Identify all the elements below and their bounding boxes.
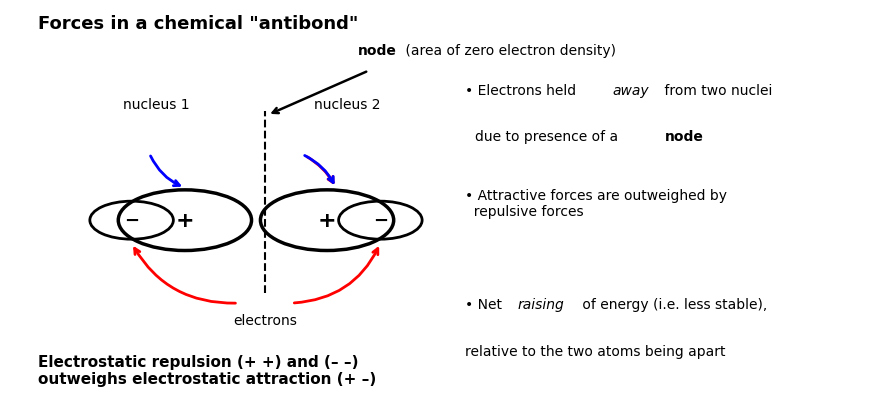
Text: of energy (i.e. less stable),: of energy (i.e. less stable), (578, 297, 767, 311)
Text: from two nuclei: from two nuclei (660, 83, 772, 97)
Text: +: + (317, 211, 336, 231)
Text: • Net: • Net (465, 297, 506, 311)
Text: Electrostatic repulsion (+ +) and (– –)
outweighs electrostatic attraction (+ –): Electrostatic repulsion (+ +) and (– –) … (38, 354, 376, 386)
Text: (area of zero electron density): (area of zero electron density) (401, 44, 616, 58)
Text: electrons: electrons (233, 313, 297, 327)
Text: node: node (664, 130, 704, 144)
Text: +: + (175, 211, 194, 231)
Text: • Attractive forces are outweighed by
  repulsive forces: • Attractive forces are outweighed by re… (465, 189, 727, 218)
Text: nucleus 1: nucleus 1 (122, 98, 190, 112)
Text: node: node (358, 44, 397, 58)
Text: away: away (613, 83, 650, 97)
Text: relative to the two atoms being apart: relative to the two atoms being apart (465, 344, 725, 357)
Text: • Electrons held: • Electrons held (465, 83, 580, 97)
Text: raising: raising (518, 297, 565, 311)
Text: due to presence of a: due to presence of a (476, 130, 623, 144)
Text: Forces in a chemical "antibond": Forces in a chemical "antibond" (38, 15, 358, 33)
Text: nucleus 2: nucleus 2 (314, 98, 380, 112)
Text: −: − (124, 212, 139, 229)
Text: −: − (373, 212, 388, 229)
